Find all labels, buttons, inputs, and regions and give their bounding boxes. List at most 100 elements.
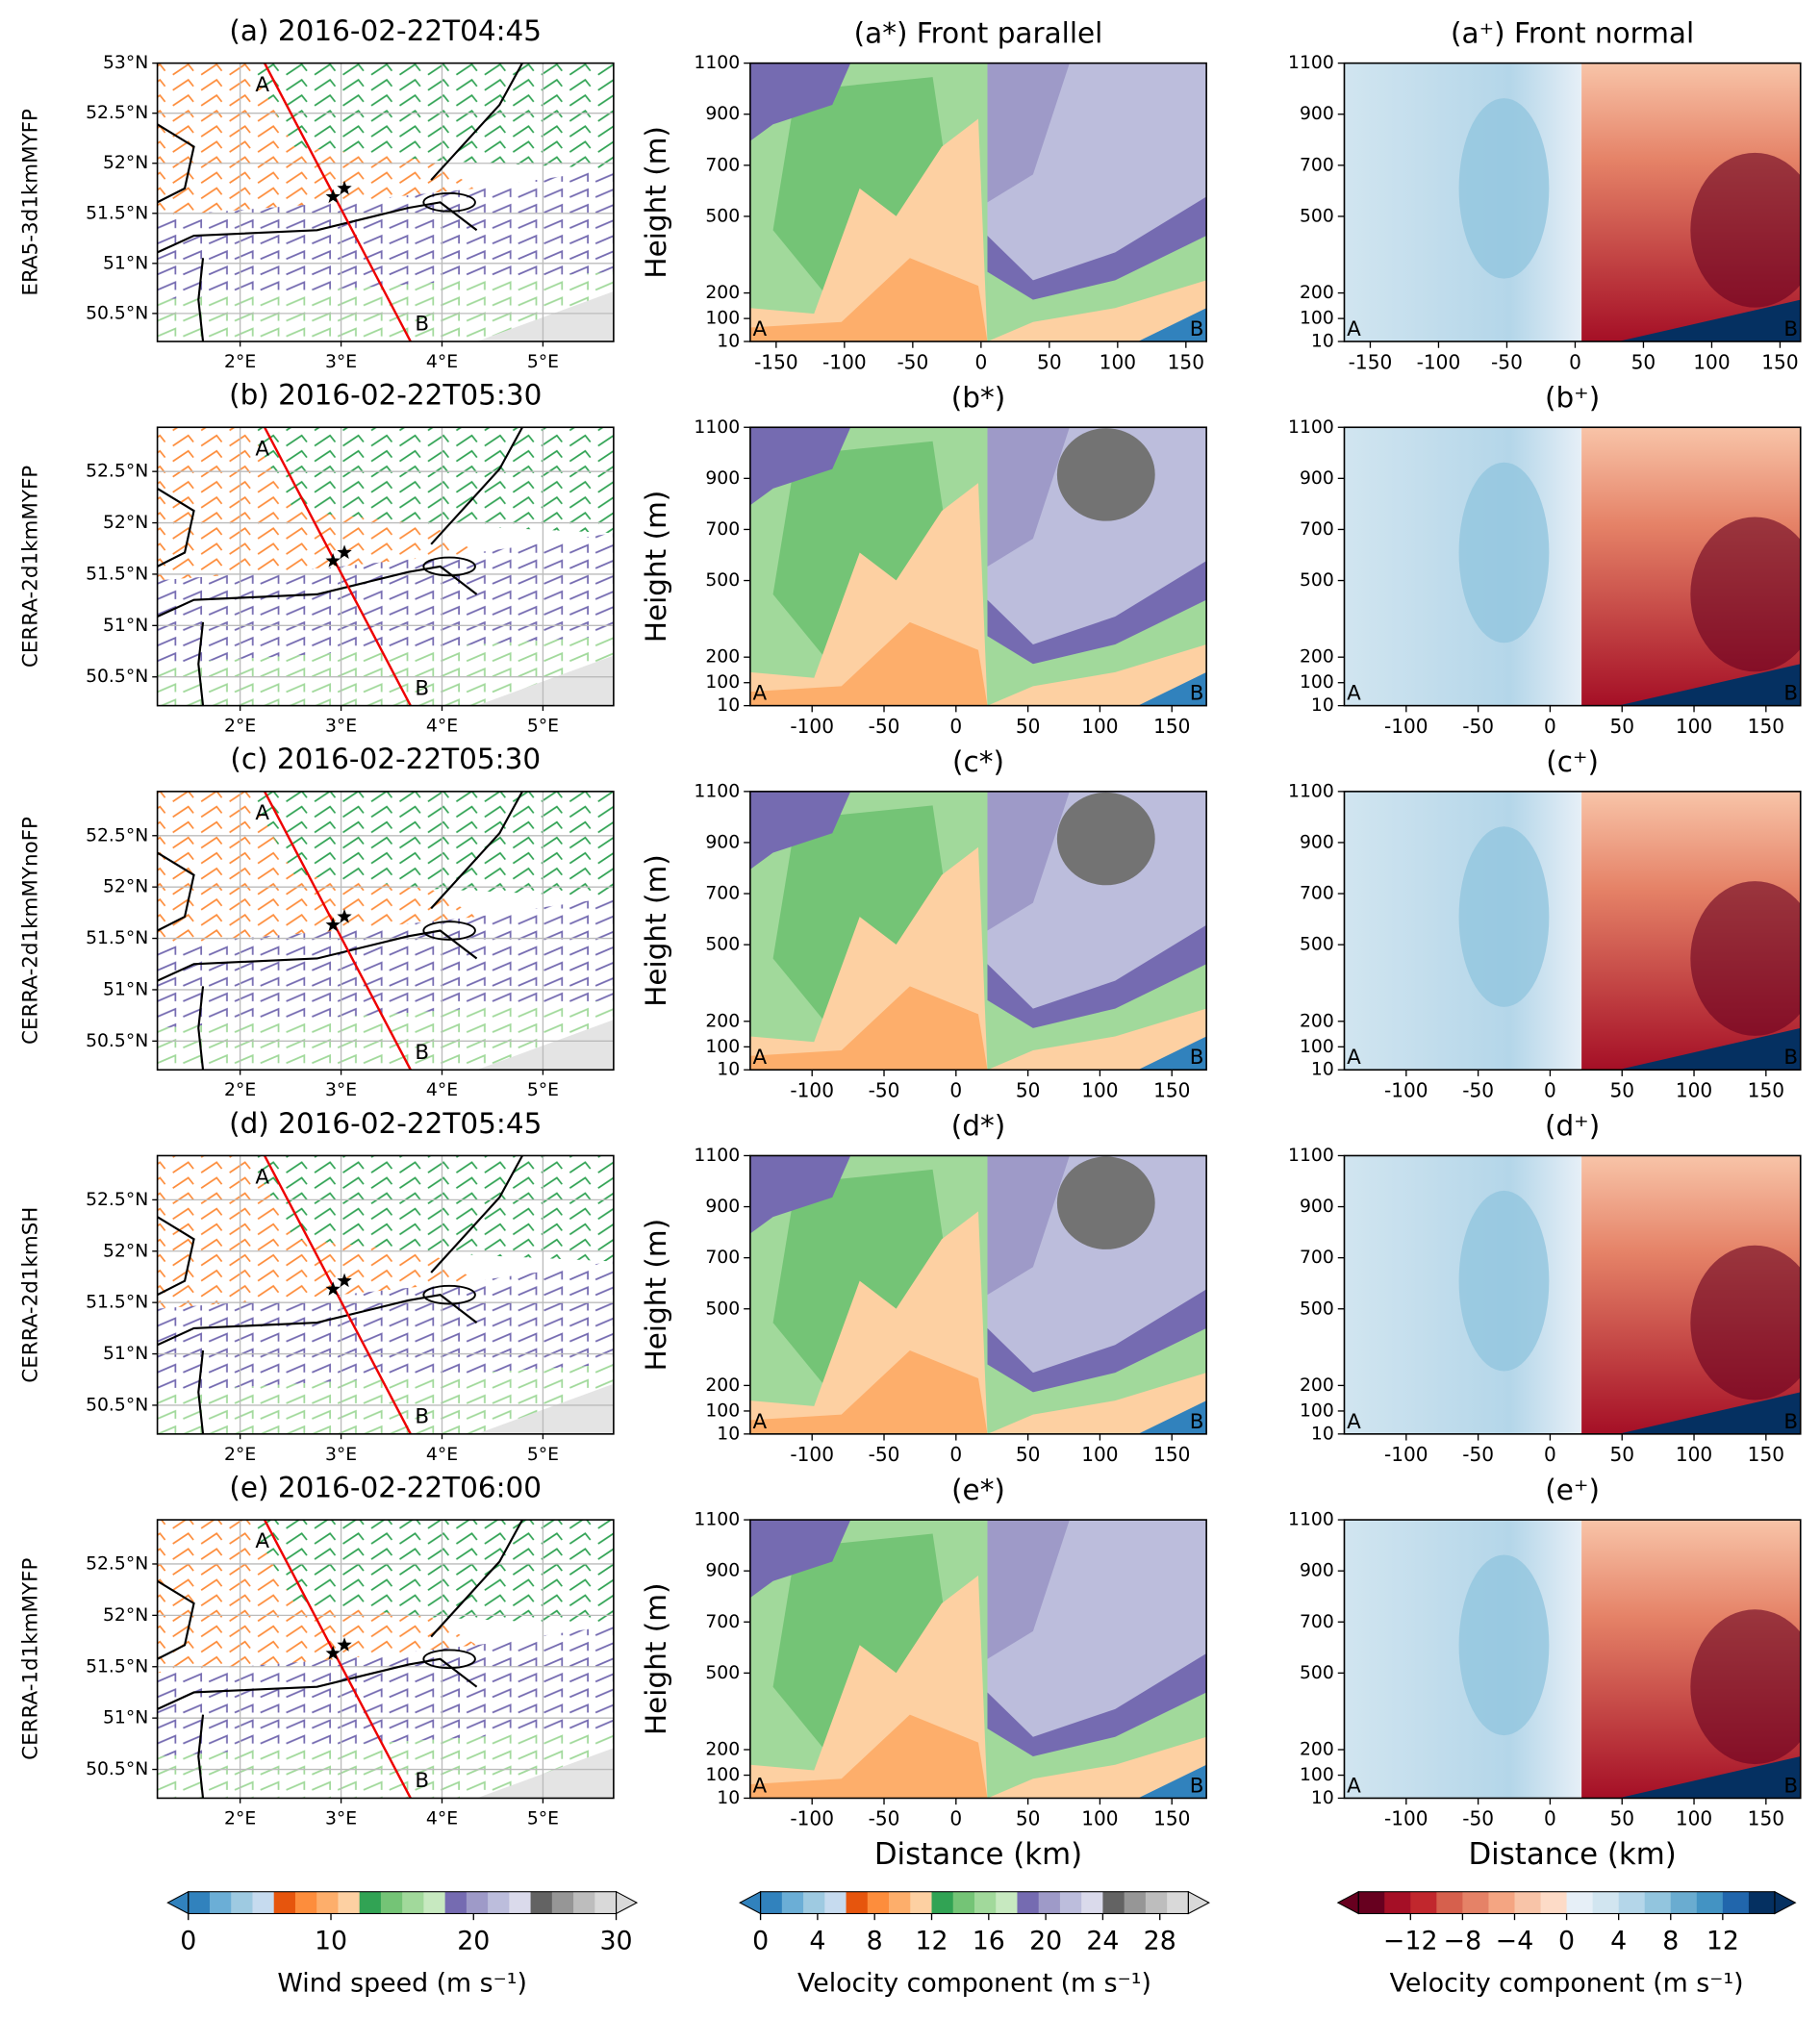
panel-title: (d*) [951,1109,1005,1142]
colorbar-tick-label: 8 [867,1926,883,1955]
y-tick-label: 700 [1300,1612,1334,1632]
endpoint-label: B [1783,1774,1798,1798]
y-tick-label: 900 [705,104,740,124]
x-tick-label: 4°E [426,352,458,372]
barbs-grey [476,1383,614,1434]
barbs-purple [157,1261,614,1393]
y-tick-label: 900 [1300,104,1334,124]
colorbar-box [188,1891,211,1914]
field-grey [1056,428,1155,521]
endpoint-label: A [1347,682,1361,706]
y-tick-label: 50.5°N [86,1759,148,1779]
field-navy [1618,1756,1801,1799]
x-tick-label: -100 [790,1443,834,1466]
x-tick-label: 150 [1748,715,1784,738]
field-red-dark [1690,152,1801,308]
colorbar-tick-label: 20 [457,1926,490,1955]
y-tick-label: 1100 [1288,417,1334,438]
barbs-green [248,63,614,169]
field-blue-dark [1458,1190,1550,1372]
section-field [1344,1155,1801,1434]
colorbar-box [423,1891,446,1914]
x-tick-label: -100 [1384,1807,1428,1830]
y-tick-label: 10 [1311,1424,1334,1444]
colorbar-tick-label: 20 [1029,1926,1062,1955]
endpoint-label: B [1783,682,1798,706]
colorbar-tick-label: 12 [1706,1926,1739,1955]
estuary [422,1284,476,1305]
y-tick-label: 500 [705,1299,740,1319]
model-label: CERRA-2d1kmMYFP [18,466,42,668]
x-tick-label: 50 [1609,715,1634,738]
field-orange-dark [749,621,988,706]
field-orange-dark [749,258,988,342]
endpoint-label: B [1190,1046,1204,1070]
x-tick-label: 100 [1676,1079,1712,1102]
x-tick-label: 150 [1748,1443,1784,1466]
endpoint-label: B [415,676,429,700]
endpoint-label: B [1190,317,1204,341]
colorbar-extend [1774,1890,1797,1915]
y-tick-label: 10 [1311,695,1334,716]
x-tick-label: 5°E [527,1080,559,1100]
y-tick-label: 52.5°N [86,1553,148,1574]
map-field [157,427,614,706]
endpoint-label: A [255,73,269,97]
barbs-green [248,427,614,534]
colorbar-extend [739,1890,762,1915]
endpoint-label: B [415,1404,429,1428]
colorbar-box [1145,1891,1168,1914]
frame [1343,426,1802,707]
x-tick-label: 150 [1153,1807,1190,1830]
field-orange [987,280,1207,342]
y-tick-label: 900 [705,832,740,852]
x-tick-label: 50 [1609,1807,1634,1830]
y-tick-label: 200 [1300,1740,1334,1760]
endpoint-label: B [1190,1410,1204,1434]
colorbar-box [910,1891,933,1914]
x-tick-label: 3°E [325,1808,357,1829]
y-tick-label: 100 [1300,309,1334,329]
field-navy [1618,1392,1801,1434]
endpoint-label: B [1783,317,1798,341]
x-tick-label: 3°E [325,1445,357,1465]
colorbar-tick-label: 0 [180,1926,196,1955]
colorbar-box [444,1891,468,1914]
colorbar-box [1384,1891,1411,1914]
section-field [1344,427,1801,706]
y-tick-label: 52°N [103,1605,148,1626]
colorbar-box [1696,1891,1724,1914]
y-tick-label: 900 [705,1197,740,1217]
field-orange [987,1008,1207,1071]
colorbar-box [1670,1891,1698,1914]
x-tick-label: -50 [1491,350,1523,373]
x-tick-label: -50 [869,1079,900,1102]
y-tick-label: 10 [717,1788,740,1808]
x-tick-label: 150 [1153,715,1190,738]
x-tick-label: 50 [1016,1443,1041,1466]
x-tick-label: -100 [1384,715,1428,738]
colorbar-box [973,1891,997,1914]
x-tick-label: 5°E [527,352,559,372]
field-red-dark [1690,517,1801,672]
barbs-orange [157,791,477,946]
x-tick-label: 2°E [224,1080,256,1100]
barbs-grey [476,290,614,342]
x-tick-label: 150 [1748,1807,1784,1830]
field-orange-dark [749,1350,988,1434]
colorbar-tick-label: −4 [1496,1926,1533,1955]
x-tick-label: -100 [822,350,867,373]
field-navy [1618,1027,1801,1071]
x-tick-label: 100 [1676,1443,1712,1466]
y-tick-label: 50.5°N [86,1395,148,1415]
field-navy [1618,299,1801,342]
colorbar-frame [188,1891,618,1915]
colorbar-box [1566,1891,1594,1914]
section-line [263,1155,412,1434]
y-axis-label: Height (m) [640,854,672,1006]
y-tick-label: 51.5°N [86,1656,148,1677]
colorbar-box [760,1891,783,1914]
y-tick-label: 50.5°N [86,303,148,323]
y-tick-label: 52.5°N [86,103,148,123]
y-tick-label: 900 [1300,468,1334,489]
